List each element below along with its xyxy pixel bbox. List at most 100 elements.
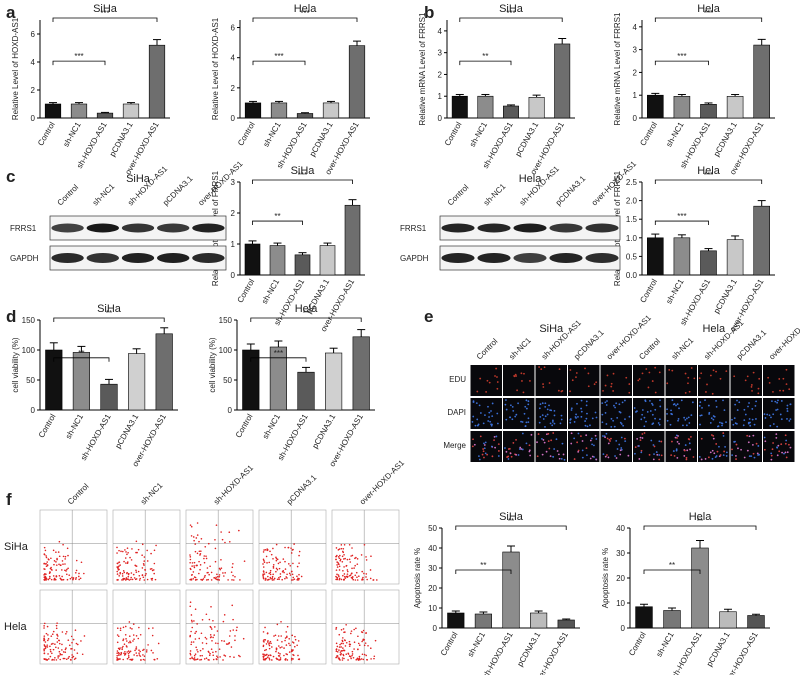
cell: [504, 403, 507, 406]
event: [65, 647, 67, 649]
significance-bracket: [250, 317, 362, 322]
y-axis-label: Relative mRNA Level of FRRS1: [418, 12, 427, 125]
cell: [472, 415, 475, 418]
event: [362, 639, 364, 642]
cell: [711, 449, 714, 452]
cell: [545, 433, 548, 436]
row-label: DAPI: [447, 408, 466, 417]
cell: [784, 451, 787, 454]
cell: [724, 445, 726, 448]
cell: [705, 391, 707, 393]
y-tick-label: 3: [231, 178, 236, 187]
cell: [655, 451, 658, 453]
cell: [678, 407, 680, 410]
cell: [494, 446, 496, 449]
event: [193, 566, 196, 569]
error-bar: [357, 329, 366, 337]
significance-label: **: [480, 561, 486, 570]
cell: [573, 458, 576, 460]
event: [65, 632, 67, 635]
event: [126, 561, 129, 563]
event: [350, 555, 352, 557]
cell: [618, 443, 621, 446]
cell: [569, 390, 571, 393]
cell: [575, 417, 577, 419]
cell: [623, 437, 626, 440]
cell: [715, 405, 718, 408]
event: [203, 557, 205, 560]
event: [211, 639, 213, 642]
event: [342, 628, 345, 630]
cell: [483, 442, 485, 445]
cell: [690, 436, 692, 438]
plot-frame: [258, 589, 327, 665]
cell: [593, 383, 596, 386]
event: [284, 658, 286, 661]
cell: [743, 456, 746, 459]
event: [122, 577, 125, 580]
event: [138, 579, 141, 581]
event: [300, 575, 303, 578]
event: [341, 639, 344, 642]
event: [335, 642, 338, 645]
event: [224, 572, 226, 574]
event: [358, 655, 361, 658]
event: [291, 641, 294, 643]
error-bar: [757, 38, 766, 46]
cell: [483, 456, 485, 459]
event: [56, 558, 58, 561]
x-tick-label: pCDNA3.1: [712, 120, 739, 158]
event: [121, 648, 123, 651]
micrograph: [763, 398, 795, 429]
cell: [789, 446, 792, 449]
error-bar: [348, 199, 357, 206]
bar: [72, 352, 90, 411]
cell: [549, 455, 552, 458]
event: [344, 631, 346, 633]
event: [266, 632, 269, 634]
event: [143, 556, 146, 558]
cell: [620, 423, 623, 425]
cell: [658, 454, 661, 456]
event: [43, 652, 46, 655]
chart-title: Hela: [689, 511, 713, 523]
x-tick-label: pCDNA3.1: [712, 277, 739, 315]
event: [262, 645, 265, 648]
cell: [651, 402, 653, 405]
event: [335, 578, 337, 581]
cell: [654, 408, 657, 411]
event: [58, 574, 61, 577]
event: [264, 577, 267, 580]
group-title: Hela: [702, 323, 726, 335]
event: [263, 641, 265, 643]
cell: [715, 455, 718, 457]
event: [291, 649, 293, 651]
error-bar: [298, 252, 307, 255]
event: [45, 658, 47, 660]
column-label: over-HOXD-AS1: [358, 458, 407, 507]
event: [364, 642, 367, 644]
event: [341, 555, 344, 558]
event: [272, 573, 274, 576]
event: [61, 649, 63, 651]
cell: [722, 454, 725, 457]
event: [201, 579, 204, 581]
cell: [511, 405, 514, 408]
event: [360, 554, 363, 556]
cell: [722, 435, 725, 437]
cell: [758, 377, 761, 380]
cell: [595, 416, 598, 419]
event: [365, 559, 368, 561]
event: [337, 555, 340, 558]
cell: [587, 372, 590, 375]
x-tick-label: Control: [638, 277, 659, 304]
x-tick-label: sh-NC1: [261, 412, 283, 440]
event: [204, 545, 207, 548]
cell: [639, 436, 642, 439]
cell: [673, 403, 676, 405]
bar: [726, 96, 744, 119]
cell: [482, 450, 485, 453]
y-tick-label: 40: [616, 524, 625, 533]
cell: [560, 390, 563, 393]
cell: [624, 399, 626, 402]
